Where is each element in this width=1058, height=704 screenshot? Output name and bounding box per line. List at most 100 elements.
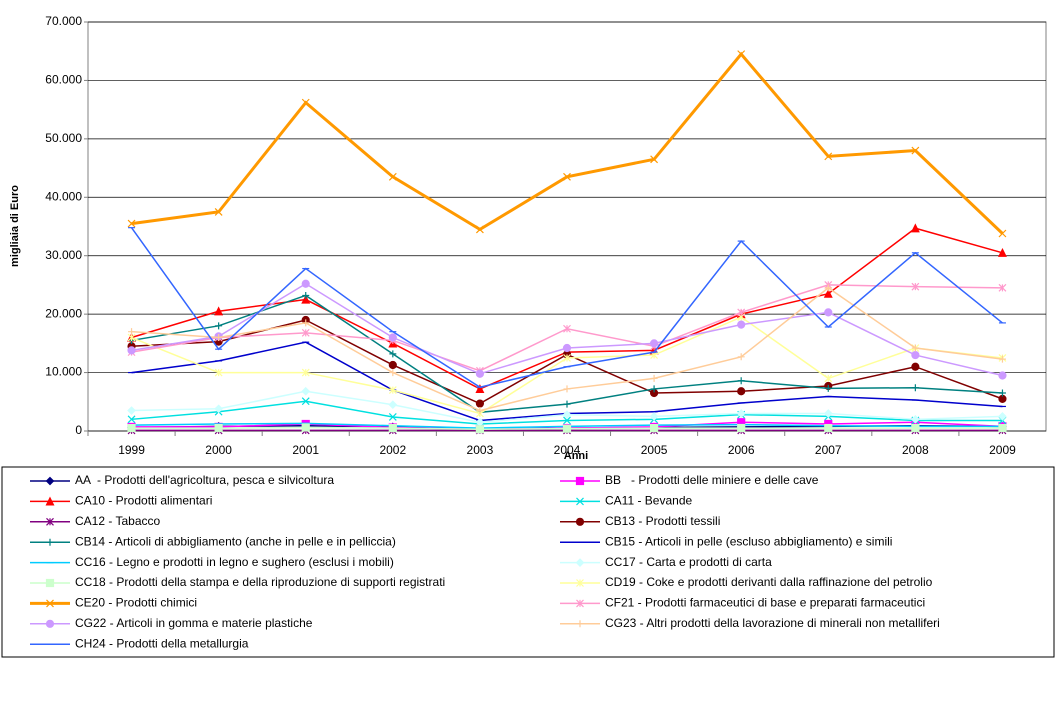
marker — [301, 279, 310, 288]
legend-marker — [46, 538, 54, 546]
legend-box — [1, 466, 1055, 658]
y-tick-label: 70.000 — [45, 14, 82, 28]
legend-label: CD19 - Coke e prodotti derivanti dalla r… — [605, 575, 933, 589]
marker — [389, 350, 397, 358]
marker — [302, 291, 310, 299]
x-tick-label: 2004 — [554, 443, 581, 457]
legend-label: BB - Prodotti delle miniere e delle cave — [605, 473, 819, 487]
marker — [475, 225, 484, 234]
marker — [911, 384, 919, 392]
x-axis-label: Anni — [564, 450, 588, 462]
marker — [737, 50, 746, 59]
marker — [998, 355, 1006, 363]
marker — [911, 282, 920, 291]
marker — [911, 146, 920, 155]
legend-marker — [575, 558, 585, 567]
marker — [214, 423, 223, 433]
legend-label: CA10 - Prodotti alimentari — [75, 494, 212, 508]
marker — [563, 354, 571, 362]
marker — [737, 320, 746, 329]
marker — [214, 306, 224, 316]
y-axis-label: migliaia di Euro — [9, 185, 21, 267]
marker — [911, 362, 920, 371]
marker — [301, 368, 310, 377]
marker — [475, 399, 485, 408]
legend-marker — [45, 476, 55, 486]
marker — [997, 247, 1007, 257]
marker — [563, 385, 571, 393]
y-tick-label: 20.000 — [45, 306, 82, 320]
legend-marker — [45, 619, 55, 628]
marker — [998, 283, 1007, 292]
marker — [214, 368, 223, 377]
marker — [562, 424, 572, 433]
x-tick-label: 2007 — [815, 443, 842, 457]
x-tick-label: 2005 — [641, 443, 668, 457]
marker — [737, 308, 746, 317]
x-tick-label: 1999 — [118, 443, 145, 457]
marker — [301, 386, 311, 396]
legend-label: CE20 - Prodotti chimici — [75, 596, 197, 610]
marker — [824, 284, 832, 292]
legend-label: CC18 - Prodotti della stampa e della rip… — [75, 575, 445, 589]
x-tick-label: 2006 — [728, 443, 755, 457]
marker — [127, 346, 136, 355]
marker — [127, 219, 136, 228]
marker — [476, 407, 484, 415]
marker — [649, 412, 659, 421]
legend-label: CA12 - Tabacco — [75, 514, 160, 528]
legend-label: CG22 - Articoli in gomma e materie plast… — [75, 616, 313, 630]
marker — [475, 384, 485, 394]
marker — [562, 343, 572, 353]
marker — [215, 334, 223, 342]
marker — [998, 412, 1007, 421]
legend-label: CC16 - Legno e prodotti in legno e sughe… — [75, 555, 394, 569]
x-tick-label: 2008 — [902, 443, 929, 457]
marker — [389, 369, 397, 377]
marker — [388, 423, 397, 433]
marker — [388, 333, 397, 342]
x-tick-label: 2009 — [989, 443, 1016, 457]
marker — [737, 423, 746, 433]
marker — [215, 322, 223, 330]
marker — [998, 371, 1007, 380]
legend-marker — [576, 620, 584, 628]
x-tick-label: 2002 — [379, 443, 406, 457]
marker — [563, 416, 571, 425]
y-tick-label: 10.000 — [45, 365, 82, 379]
marker — [301, 98, 310, 107]
marker — [911, 350, 920, 360]
marker — [388, 172, 397, 181]
legend-marker — [576, 579, 584, 587]
y-tick-label: 0 — [75, 423, 82, 437]
legend-marker — [576, 599, 584, 608]
y-tick-label: 60.000 — [45, 73, 82, 87]
marker — [824, 423, 833, 433]
plot-area — [87, 21, 1047, 432]
marker — [128, 328, 136, 336]
legend-label: CB14 - Articoli di abbigliamento (anche … — [75, 534, 396, 548]
legend-label: CF21 - Prodotti farmaceutici di base e p… — [605, 596, 925, 610]
marker — [302, 319, 310, 327]
marker — [562, 410, 572, 419]
marker — [736, 409, 746, 418]
x-tick-label: 2001 — [292, 443, 319, 457]
marker — [911, 344, 919, 352]
marker — [737, 353, 745, 361]
marker — [824, 308, 833, 317]
marker — [823, 409, 833, 418]
marker — [563, 400, 571, 408]
legend-label: CH24 - Prodotti della metallurgia — [75, 636, 249, 650]
marker — [824, 374, 833, 383]
marker — [649, 339, 659, 348]
marker — [388, 400, 398, 410]
marker — [737, 387, 746, 396]
legend-marker — [575, 517, 585, 526]
legend-marker — [45, 578, 55, 588]
marker — [388, 413, 397, 421]
marker — [475, 369, 485, 378]
x-tick-label: 2003 — [467, 443, 494, 457]
marker — [823, 288, 833, 298]
marker — [911, 423, 920, 433]
marker — [301, 423, 310, 432]
